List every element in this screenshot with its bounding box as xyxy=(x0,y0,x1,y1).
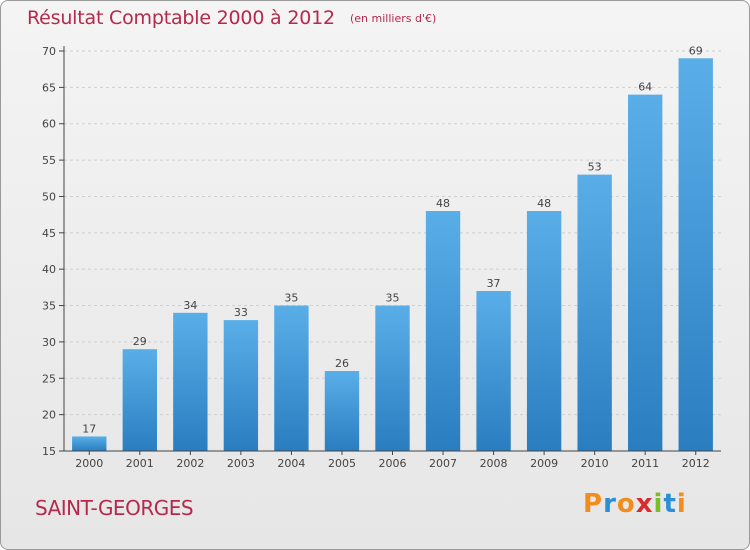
value-label-2005: 26 xyxy=(335,357,349,370)
ytick-label-35: 35 xyxy=(42,300,56,313)
logo-letter: t xyxy=(663,489,677,519)
xtick-label-2010: 2010 xyxy=(581,457,609,470)
ytick-label-45: 45 xyxy=(42,227,56,240)
ytick-label-25: 25 xyxy=(42,372,56,385)
ytick-label-15: 15 xyxy=(42,445,56,458)
xtick-label-2003: 2003 xyxy=(227,457,255,470)
bar-2000 xyxy=(72,436,107,451)
xtick-label-2005: 2005 xyxy=(328,457,356,470)
logo-letter: x xyxy=(635,489,654,519)
proxiti-logo: Proxiti xyxy=(583,489,687,519)
xtick-label-2004: 2004 xyxy=(277,457,305,470)
logo-letter: o xyxy=(616,489,636,519)
bar-2012 xyxy=(678,58,713,451)
value-label-2006: 35 xyxy=(386,292,400,305)
bar-2009 xyxy=(526,211,562,451)
value-label-2011: 64 xyxy=(638,81,652,94)
chart-title: Résultat Comptable 2000 à 2012 xyxy=(27,7,335,29)
value-label-2007: 48 xyxy=(436,197,450,210)
value-label-2010: 53 xyxy=(588,161,602,174)
logo-letter: r xyxy=(603,489,617,519)
value-label-2001: 29 xyxy=(133,335,147,348)
xtick-label-2006: 2006 xyxy=(379,457,407,470)
xtick-label-2011: 2011 xyxy=(631,457,659,470)
bar-layer xyxy=(72,58,713,452)
value-label-2008: 37 xyxy=(487,277,501,290)
value-label-2003: 33 xyxy=(234,306,248,319)
ytick-label-70: 70 xyxy=(42,45,56,58)
title-row: Résultat Comptable 2000 à 2012 (en milli… xyxy=(27,7,436,29)
value-label-2009: 48 xyxy=(537,197,551,210)
xtick-label-2008: 2008 xyxy=(480,457,508,470)
bar-2003 xyxy=(223,320,259,451)
ytick-label-30: 30 xyxy=(42,336,56,349)
place-name: SAINT-GEORGES xyxy=(35,496,194,520)
xtick-label-2009: 2009 xyxy=(530,457,558,470)
logo-letter: i xyxy=(676,489,687,519)
xtick-label-2000: 2000 xyxy=(75,457,103,470)
axis-layer xyxy=(59,46,721,455)
xtick-label-2002: 2002 xyxy=(176,457,204,470)
bar-2011 xyxy=(628,94,663,452)
xtick-label-2012: 2012 xyxy=(682,457,710,470)
ytick-label-50: 50 xyxy=(42,190,56,203)
ytick-label-65: 65 xyxy=(42,81,56,94)
bar-2006 xyxy=(375,305,410,451)
label-layer: 15 20 25 30 35 40 45 50 55 60 65 70 17 2000 29 2001 34 20… xyxy=(42,44,710,470)
bar-2005 xyxy=(324,371,360,451)
ytick-label-40: 40 xyxy=(42,263,56,276)
bar-2007 xyxy=(425,211,461,451)
bar-2008 xyxy=(476,291,511,451)
xtick-label-2001: 2001 xyxy=(126,457,154,470)
ytick-label-60: 60 xyxy=(42,118,56,131)
chart-subtitle: (en milliers d'€) xyxy=(349,12,437,25)
value-label-2004: 35 xyxy=(284,292,298,305)
bar-2001 xyxy=(122,349,157,451)
xtick-label-2007: 2007 xyxy=(429,457,457,470)
value-label-2000: 17 xyxy=(82,422,96,435)
ytick-label-20: 20 xyxy=(42,409,56,422)
logo-letter: i xyxy=(653,489,664,519)
ytick-label-55: 55 xyxy=(42,154,56,167)
bar-2004 xyxy=(274,305,309,451)
bar-2002 xyxy=(173,312,208,451)
bar-2010 xyxy=(577,174,612,452)
logo-letter: P xyxy=(583,489,604,519)
value-label-2002: 34 xyxy=(183,299,197,312)
value-label-2012: 69 xyxy=(689,44,703,57)
